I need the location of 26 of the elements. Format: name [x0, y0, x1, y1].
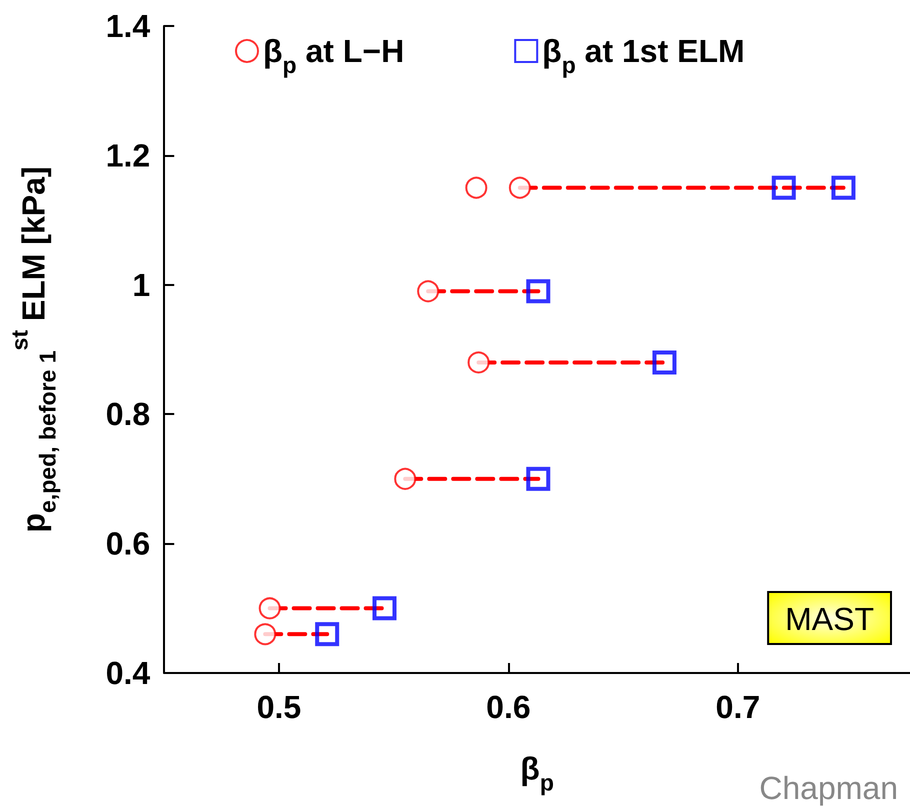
point	[468, 351, 490, 374]
point	[372, 596, 396, 620]
y-tick-label: 1.4	[106, 8, 150, 44]
point	[508, 176, 531, 199]
point	[772, 176, 796, 200]
y-tick-label: 0.8	[106, 396, 150, 432]
y-tick-label: 1	[132, 266, 150, 303]
point	[254, 623, 276, 646]
point	[652, 350, 676, 374]
y-axis-title: pe,ped, before 1st ELM [kPa]	[6, 166, 61, 533]
y-tick-label: 1.2	[106, 137, 150, 174]
x-tick-label: 0.6	[486, 689, 531, 725]
point	[465, 176, 488, 199]
x-tick-label: 0.7	[716, 689, 760, 725]
text: Chapman	[759, 770, 898, 806]
annotation: MAST	[785, 601, 874, 637]
point	[417, 280, 440, 302]
y-tick-label: 0.4	[106, 655, 150, 691]
point	[831, 176, 856, 200]
x-tick-label: 0.5	[256, 689, 302, 725]
point	[526, 466, 550, 491]
point	[394, 468, 416, 490]
point	[526, 279, 550, 304]
point	[315, 622, 340, 646]
y-tick-label: 0.6	[106, 526, 150, 562]
point	[258, 597, 281, 620]
